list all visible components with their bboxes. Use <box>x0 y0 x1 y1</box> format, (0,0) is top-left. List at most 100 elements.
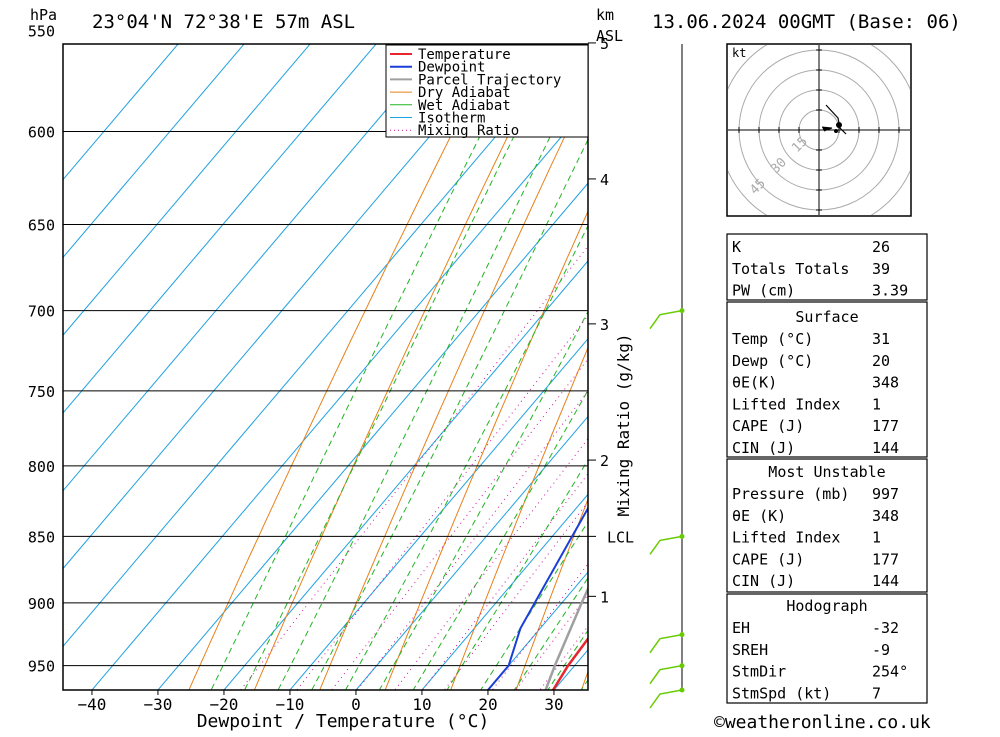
hodograph-unit-label: kt <box>732 46 746 60</box>
table-row-value: -9 <box>872 641 890 659</box>
table-row-label: PW (cm) <box>732 282 795 300</box>
credit-label: ©weatheronline.co.uk <box>714 712 931 733</box>
isotherm-line <box>91 104 588 690</box>
table-box <box>726 593 928 704</box>
pressure-tick-label: 550 <box>28 22 55 40</box>
datetime-title: 13.06.2024 00GMT (Base: 06) <box>652 11 961 33</box>
pressure-tick-label: 600 <box>28 123 55 141</box>
table-box <box>726 301 928 458</box>
x-tick-label: −20 <box>209 695 238 714</box>
table-row-value: 177 <box>872 417 899 435</box>
pressure-tick-label: 700 <box>28 303 55 321</box>
x-tick-label: −10 <box>275 695 304 714</box>
table-row-label: K <box>732 238 741 256</box>
hodograph-point <box>834 129 838 133</box>
table-row-value: 26 <box>872 238 890 256</box>
x-tick-label: 30 <box>544 695 563 714</box>
table-row-label: SREH <box>732 641 768 659</box>
table-row-label: θE (K) <box>732 507 786 525</box>
wet-adiabat-line <box>210 44 527 690</box>
dewpoint-line <box>486 506 588 690</box>
height-tick-label: 3 <box>600 316 609 334</box>
dry-adiabat-line <box>899 0 1000 725</box>
table-row-value: 1 <box>872 395 881 413</box>
km-label: km <box>596 6 614 24</box>
wet-adiabat-line <box>513 577 588 690</box>
wind-barb <box>649 664 683 685</box>
legend-label: Dewpoint <box>418 60 485 76</box>
table-row-value: 39 <box>872 260 890 278</box>
isotherm-line <box>289 337 588 690</box>
table-row-value: 177 <box>872 550 899 568</box>
x-tick-label: −30 <box>143 695 172 714</box>
mixing-ratio-label: 1 <box>674 117 681 130</box>
pressure-tick-label: 950 <box>28 658 55 676</box>
legend-label: Dry Adiabat <box>418 85 511 101</box>
table-row-value: 144 <box>872 439 899 457</box>
legend-label: Isotherm <box>418 111 485 127</box>
table-row-value: 3.39 <box>872 282 908 300</box>
index-tables: K 26 Totals Totals 39 PW (cm) 3.39 Surface Temp… <box>726 233 928 704</box>
location-title: 23°04'N 72°38'E 57m ASL <box>92 11 355 33</box>
pressure-tick-label: 800 <box>28 458 55 476</box>
wind-barb <box>649 633 683 654</box>
table-row-label: CAPE (J) <box>732 550 804 568</box>
pressure-tick-label: 850 <box>28 528 55 546</box>
plot-frame <box>62 43 589 691</box>
table-row-value: 1 <box>872 529 881 547</box>
table-row-value: 348 <box>872 507 899 525</box>
legend-label: Parcel Trajectory <box>418 72 561 88</box>
x-tick-label: −40 <box>77 695 106 714</box>
asl-label: ASL <box>596 27 623 45</box>
wind-barb <box>649 535 683 555</box>
dry-adiabat-line <box>450 346 588 690</box>
height-tick-label: 4 <box>600 171 609 189</box>
parcel-trajectory-line <box>544 585 588 690</box>
table-row-label: Dewp (°C) <box>732 352 813 370</box>
table-row-label: Totals Totals <box>732 260 849 278</box>
table-row-label: EH <box>732 619 750 637</box>
wet-adiabat-line <box>277 58 588 690</box>
axes: 3003504004505005506006507007508008509009… <box>28 22 634 714</box>
x-tick-label: 20 <box>478 695 497 714</box>
height-tick-label: 1 <box>600 588 609 606</box>
table-row-value: 144 <box>872 572 899 590</box>
isotherm-line <box>157 182 588 690</box>
x-tick-label: 0 <box>351 695 361 714</box>
table-row-label: StmSpd (kt) <box>732 684 831 702</box>
legend-label: Mixing Ratio <box>418 123 519 139</box>
mixing-ratio-axis-label: Mixing Ratio (g/kg) <box>614 333 633 516</box>
wind-barbs <box>649 308 685 709</box>
table-row-value: 997 <box>872 485 899 503</box>
wet-adiabat-line <box>480 520 588 690</box>
mixing-ratio-line <box>331 358 588 690</box>
legend-label: Temperature <box>418 47 511 63</box>
mixing-ratio-label: 25 <box>954 117 967 130</box>
height-tick-label: 5 <box>600 35 609 53</box>
table-row-value: -32 <box>872 619 899 637</box>
mixing-ratio-line <box>356 390 588 690</box>
table-row-label: CIN (J) <box>732 439 795 457</box>
x-axis-label: Dewpoint / Temperature (°C) <box>197 711 490 732</box>
table-row-label: CIN (J) <box>732 572 795 590</box>
isotherm-line <box>223 260 588 690</box>
x-tick-label: 10 <box>412 695 431 714</box>
table-box <box>726 458 928 593</box>
dry-adiabat-line <box>515 497 588 690</box>
storm-motion-arrow <box>821 126 833 132</box>
wind-barb <box>649 309 683 330</box>
table-row-label: θE(K) <box>732 374 777 392</box>
table-row-label: Lifted Index <box>732 395 840 413</box>
table-title: Most Unstable <box>768 463 885 481</box>
table-row-label: StmDir <box>732 663 786 681</box>
pressure-unit-label: hPa <box>30 6 57 24</box>
table-row-label: Lifted Index <box>732 529 840 547</box>
mixing-ratio-line <box>296 314 588 690</box>
height-tick-label: LCL <box>607 528 634 546</box>
mixing-ratio-line <box>239 245 588 690</box>
